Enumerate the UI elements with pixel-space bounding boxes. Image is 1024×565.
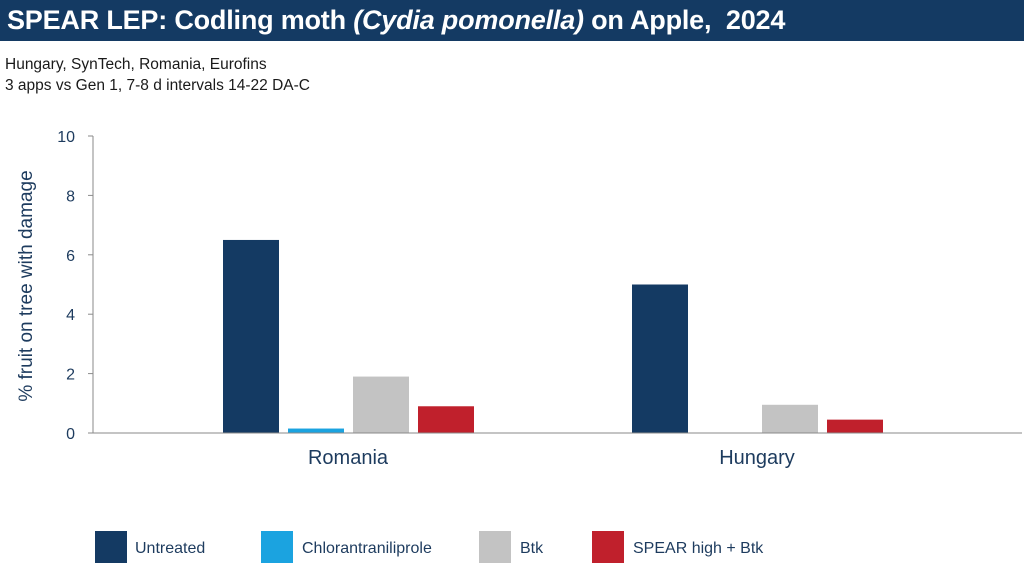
y-tick-label: 0 bbox=[66, 426, 75, 443]
bar-chlorantraniliprole-romania bbox=[288, 428, 344, 433]
subtitle-line-2: 3 apps vs Gen 1, 7-8 d intervals 14-22 D… bbox=[5, 77, 310, 94]
title-species: (Cydia pomonella) bbox=[353, 5, 584, 35]
y-tick-label: 2 bbox=[66, 367, 75, 384]
bar-btk-romania bbox=[353, 376, 409, 433]
legend-label-untreated: Untreated bbox=[135, 540, 206, 557]
legend-swatch-btk bbox=[479, 531, 511, 563]
title-bar: SPEAR LEP: Codling moth (Cydia pomonella… bbox=[0, 0, 1024, 41]
bar-btk-hungary bbox=[762, 404, 818, 433]
y-tick-label: 6 bbox=[66, 248, 75, 265]
legend-label-chlorantraniliprole: Chlorantraniliprole bbox=[302, 540, 432, 557]
bar-untreated-romania bbox=[223, 239, 279, 433]
subtitle-line-1: Hungary, SynTech, Romania, Eurofins bbox=[5, 56, 267, 73]
legend-swatch-spear-high-btk bbox=[592, 531, 624, 563]
title-prefix: SPEAR LEP: Codling moth bbox=[7, 5, 354, 35]
y-tick-label: 10 bbox=[57, 129, 75, 146]
title-suffix: on Apple, 2024 bbox=[583, 5, 786, 35]
bar-untreated-hungary bbox=[632, 284, 688, 433]
legend-swatch-untreated bbox=[95, 531, 127, 563]
legend-label-spear-high-btk: SPEAR high + Btk bbox=[633, 540, 764, 557]
y-tick-label: 8 bbox=[66, 188, 75, 205]
legend-swatch-chlorantraniliprole bbox=[261, 531, 293, 563]
legend-label-btk: Btk bbox=[520, 540, 544, 557]
x-category-label: Hungary bbox=[719, 447, 795, 469]
bar-spear-high-btk-hungary bbox=[827, 419, 883, 433]
bar-spear-high-btk-romania bbox=[418, 406, 474, 433]
x-category-label: Romania bbox=[308, 447, 389, 469]
chart-title: SPEAR LEP: Codling moth (Cydia pomonella… bbox=[7, 5, 785, 36]
y-tick-label: 4 bbox=[66, 307, 75, 324]
y-axis-title: % fruit on tree with damage bbox=[16, 170, 37, 401]
